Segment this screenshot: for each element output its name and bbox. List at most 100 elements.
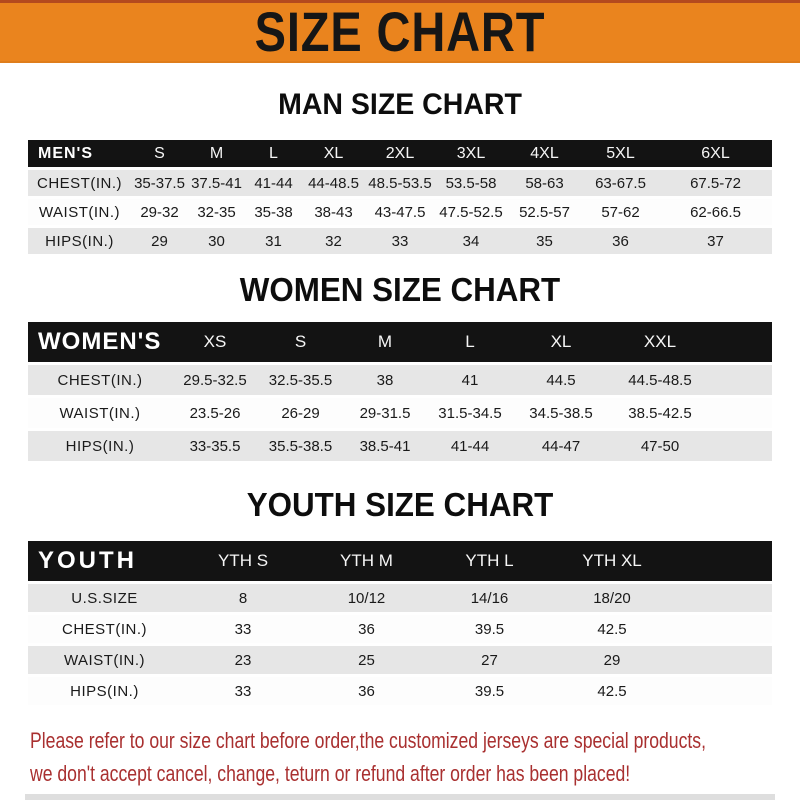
size-value-cell: 33 — [365, 228, 435, 254]
size-value-cell: 26-29 — [258, 398, 343, 428]
size-value-cell: 39.5 — [428, 615, 551, 643]
size-value-cell: 23.5-26 — [172, 398, 258, 428]
size-value-cell: 44.5 — [513, 365, 609, 395]
group-label-cell: MEN'S — [28, 140, 131, 167]
size-value-cell: 14/16 — [428, 584, 551, 612]
size-value-cell: 37.5-41 — [188, 170, 245, 196]
size-value-cell: 37 — [659, 228, 772, 254]
size-value-cell: 44-47 — [513, 431, 609, 461]
table-row: CHEST(IN.) 33 36 39.5 42.5 — [28, 615, 772, 643]
size-value-cell: 31.5-34.5 — [427, 398, 513, 428]
women-size-chart-heading: WOMEN SIZE CHART — [239, 271, 561, 308]
size-value-cell: 53.5-58 — [435, 170, 507, 196]
youth-size-table: YOUTH YTH S YTH M YTH L YTH XL U.S.SIZE 8 10/12… — [28, 538, 772, 708]
size-value-cell: 35 — [507, 228, 582, 254]
size-value-cell: 23 — [181, 646, 305, 674]
row-label-cell: HIPS(IN.) — [28, 431, 172, 461]
footer-note-line-1: Please refer to our size chart before or… — [30, 728, 706, 753]
table-row: CHEST(IN.) 35-37.5 37.5-41 41-44 44-48.5 48.5… — [28, 170, 772, 196]
size-value-cell: 41 — [427, 365, 513, 395]
size-value-cell: 38 — [343, 365, 427, 395]
row-label-cell: HIPS(IN.) — [28, 677, 181, 705]
column-header-cell: M — [188, 140, 245, 167]
size-value-cell: 29 — [551, 646, 673, 674]
column-header-cell: 2XL — [365, 140, 435, 167]
size-value-cell: 34 — [435, 228, 507, 254]
size-value-cell: 29.5-32.5 — [172, 365, 258, 395]
filler-cell — [673, 541, 772, 581]
row-label-cell: CHEST(IN.) — [28, 365, 172, 395]
filler-cell — [711, 431, 772, 461]
size-value-cell: 33 — [181, 677, 305, 705]
column-header-cell: YTH XL — [551, 541, 673, 581]
column-header-cell: 6XL — [659, 140, 772, 167]
size-value-cell: 29-31.5 — [343, 398, 427, 428]
column-header-cell: 5XL — [582, 140, 659, 167]
filler-cell — [673, 646, 772, 674]
size-value-cell: 35-37.5 — [131, 170, 188, 196]
size-value-cell: 44-48.5 — [302, 170, 365, 196]
size-value-cell: 29 — [131, 228, 188, 254]
column-header-cell: S — [258, 322, 343, 362]
row-label-cell: HIPS(IN.) — [28, 228, 131, 254]
man-size-chart-heading: MAN SIZE CHART — [278, 88, 522, 121]
size-value-cell: 42.5 — [551, 615, 673, 643]
size-value-cell: 43-47.5 — [365, 199, 435, 225]
size-value-cell: 35-38 — [245, 199, 302, 225]
table-header-row: YOUTH YTH S YTH M YTH L YTH XL — [28, 541, 772, 581]
table-header-row: WOMEN'S XS S M L XL XXL — [28, 322, 772, 362]
column-header-cell: YTH M — [305, 541, 428, 581]
size-value-cell: 32.5-35.5 — [258, 365, 343, 395]
column-header-cell: XS — [172, 322, 258, 362]
table-header-row: MEN'S S M L XL 2XL 3XL 4XL 5XL 6XL — [28, 140, 772, 167]
size-value-cell: 38.5-41 — [343, 431, 427, 461]
column-header-cell: M — [343, 322, 427, 362]
size-value-cell: 41-44 — [245, 170, 302, 196]
row-label-cell: WAIST(IN.) — [28, 199, 131, 225]
filler-cell — [711, 322, 772, 362]
table-row: HIPS(IN.) 29 30 31 32 33 34 35 36 37 — [28, 228, 772, 254]
size-value-cell: 44.5-48.5 — [609, 365, 711, 395]
size-value-cell: 33 — [181, 615, 305, 643]
size-value-cell: 35.5-38.5 — [258, 431, 343, 461]
footer-note: Please refer to our size chart before or… — [30, 724, 800, 790]
filler-cell — [673, 615, 772, 643]
size-value-cell: 32-35 — [188, 199, 245, 225]
footer-note-line-2: we don't accept cancel, change, teturn o… — [30, 761, 631, 786]
size-value-cell: 62-66.5 — [659, 199, 772, 225]
filler-cell — [673, 677, 772, 705]
size-value-cell: 31 — [245, 228, 302, 254]
row-label-cell: WAIST(IN.) — [28, 646, 181, 674]
filler-cell — [711, 365, 772, 395]
size-value-cell: 48.5-53.5 — [365, 170, 435, 196]
size-value-cell: 47.5-52.5 — [435, 199, 507, 225]
column-header-cell: XXL — [609, 322, 711, 362]
size-value-cell: 25 — [305, 646, 428, 674]
bottom-divider-strip — [25, 794, 775, 800]
row-label-cell: WAIST(IN.) — [28, 398, 172, 428]
filler-cell — [711, 398, 772, 428]
table-row: U.S.SIZE 8 10/12 14/16 18/20 — [28, 584, 772, 612]
column-header-cell: YTH S — [181, 541, 305, 581]
group-label-cell: WOMEN'S — [28, 322, 172, 362]
size-value-cell: 27 — [428, 646, 551, 674]
size-value-cell: 18/20 — [551, 584, 673, 612]
size-value-cell: 42.5 — [551, 677, 673, 705]
table-row: WAIST(IN.) 29-32 32-35 35-38 38-43 43-47.5 47.… — [28, 199, 772, 225]
size-value-cell: 30 — [188, 228, 245, 254]
filler-cell — [673, 584, 772, 612]
size-value-cell: 36 — [582, 228, 659, 254]
column-header-cell: XL — [302, 140, 365, 167]
size-value-cell: 38.5-42.5 — [609, 398, 711, 428]
row-label-cell: U.S.SIZE — [28, 584, 181, 612]
women-size-table: WOMEN'S XS S M L XL XXL CHEST(IN.) 29.5-32.5 32.5… — [28, 319, 772, 464]
banner-title: SIZE CHART — [254, 0, 546, 63]
size-value-cell: 33-35.5 — [172, 431, 258, 461]
size-value-cell: 32 — [302, 228, 365, 254]
size-value-cell: 47-50 — [609, 431, 711, 461]
size-value-cell: 36 — [305, 677, 428, 705]
column-header-cell: L — [427, 322, 513, 362]
row-label-cell: CHEST(IN.) — [28, 615, 181, 643]
size-value-cell: 8 — [181, 584, 305, 612]
